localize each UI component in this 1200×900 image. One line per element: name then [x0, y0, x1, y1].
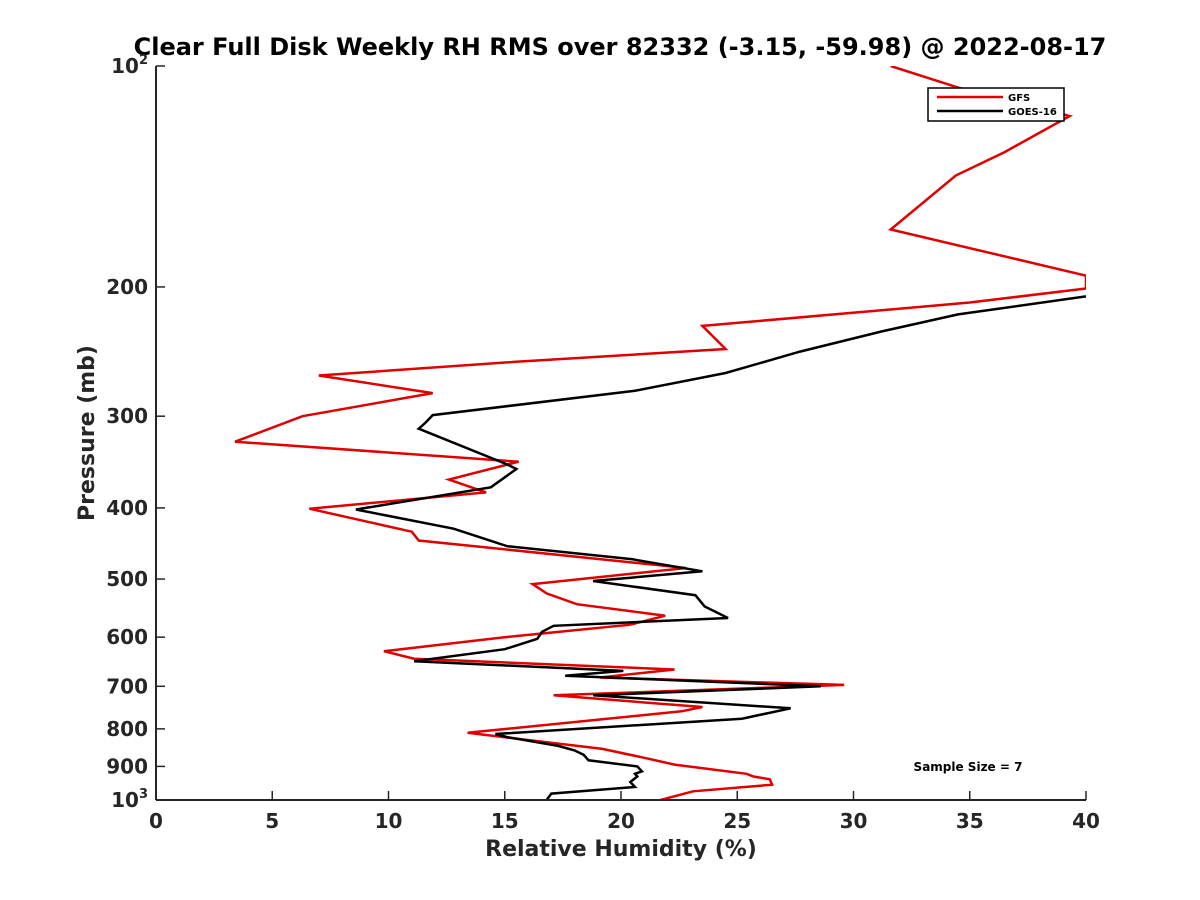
y-tick-label: 500 — [106, 567, 148, 591]
legend-label-goes16: GOES-16 — [1008, 107, 1057, 118]
y-tick-label: 300 — [106, 404, 148, 428]
y-tick-label: 103 — [111, 787, 148, 812]
y-tick-label: 800 — [106, 717, 148, 741]
y-ticks: 102 200 300 400 500 600 700 800 900 103 — [106, 53, 165, 812]
legend-box — [927, 87, 1065, 122]
x-ticks: 0 5 10 15 20 25 30 35 40 — [149, 791, 1100, 833]
legend: GFS GOES-16 — [927, 87, 1065, 122]
y-tick-label: 102 — [111, 53, 148, 78]
y-tick-label: 600 — [106, 625, 148, 649]
series-layer — [234, 66, 1086, 800]
x-tick-label: 35 — [956, 809, 984, 833]
x-tick-label: 25 — [723, 809, 751, 833]
x-tick-label: 15 — [491, 809, 519, 833]
series-line-gfs — [234, 66, 1086, 800]
plot-area — [234, 66, 1086, 800]
x-axis-label: Relative Humidity (%) — [485, 837, 757, 862]
x-tick-label: 10 — [375, 809, 403, 833]
sample-size-annotation: Sample Size = 7 — [914, 760, 1023, 774]
y-axis-label: Pressure (mb) — [75, 345, 100, 521]
y-tick-label: 900 — [106, 754, 148, 778]
legend-label-gfs: GFS — [1008, 93, 1030, 104]
x-tick-label: 5 — [265, 809, 279, 833]
y-tick-label: 200 — [106, 275, 148, 299]
series-line-goes16 — [355, 295, 1086, 800]
chart-title: Clear Full Disk Weekly RH RMS over 82332… — [134, 33, 1107, 61]
x-tick-label: 20 — [607, 809, 635, 833]
y-tick-label: 400 — [106, 496, 148, 520]
x-tick-label: 30 — [840, 809, 868, 833]
x-tick-label: 0 — [149, 809, 163, 833]
y-tick-label: 700 — [106, 674, 148, 698]
x-tick-label: 40 — [1072, 809, 1100, 833]
